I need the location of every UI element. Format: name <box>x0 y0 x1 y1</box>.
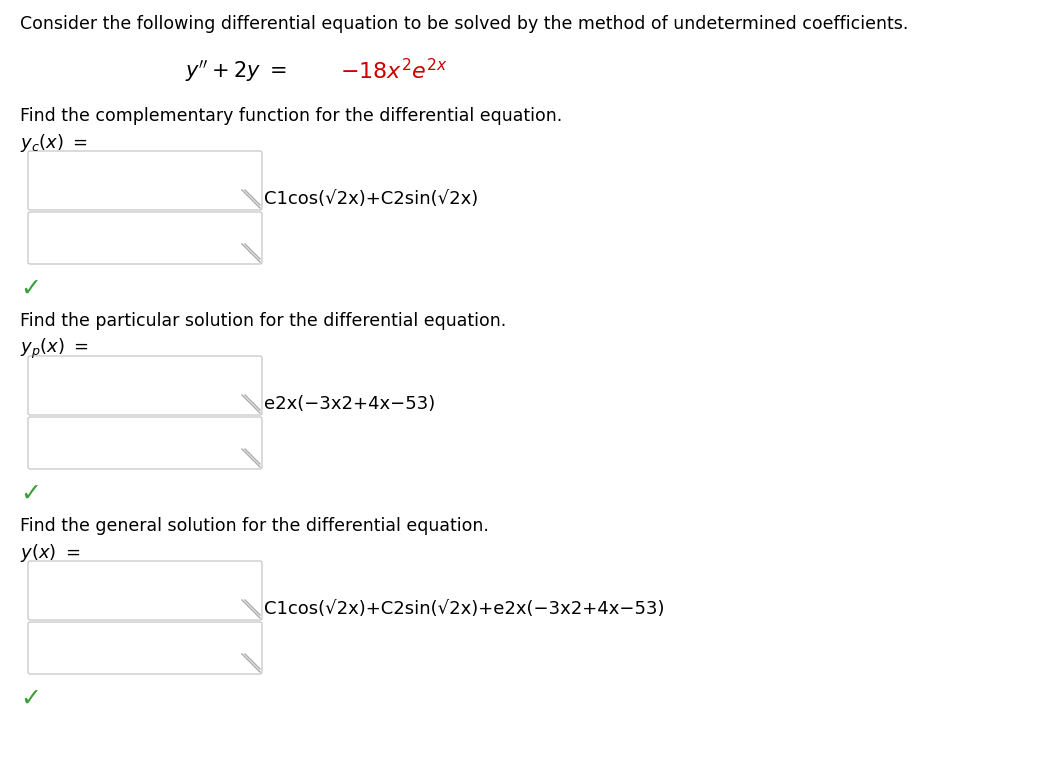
Text: $y(x)\ =$: $y(x)\ =$ <box>20 542 80 564</box>
FancyBboxPatch shape <box>28 417 262 469</box>
Text: $y_p(x)\ =$: $y_p(x)\ =$ <box>20 337 88 361</box>
Text: Find the general solution for the differential equation.: Find the general solution for the differ… <box>20 517 489 535</box>
Text: C1cos(√2x)+C2sin(√2x): C1cos(√2x)+C2sin(√2x) <box>264 190 478 208</box>
Text: Find the complementary function for the differential equation.: Find the complementary function for the … <box>20 107 562 125</box>
Text: $y'' + 2y\ =$: $y'' + 2y\ =$ <box>185 58 287 84</box>
Text: $y_c(x)\ =$: $y_c(x)\ =$ <box>20 132 87 154</box>
FancyBboxPatch shape <box>28 622 262 674</box>
Text: ✓: ✓ <box>20 482 41 506</box>
Text: ✓: ✓ <box>20 687 41 711</box>
Text: Consider the following differential equation to be solved by the method of undet: Consider the following differential equa… <box>20 15 908 33</box>
FancyBboxPatch shape <box>28 151 262 210</box>
FancyBboxPatch shape <box>28 356 262 415</box>
Text: ✓: ✓ <box>20 277 41 301</box>
Text: $-18x^2e^{2x}$: $-18x^2e^{2x}$ <box>340 58 448 83</box>
Text: C1cos(√2x)+C2sin(√2x)+e2x(−3x2+4x−53): C1cos(√2x)+C2sin(√2x)+e2x(−3x2+4x−53) <box>264 600 665 618</box>
FancyBboxPatch shape <box>28 561 262 620</box>
Text: e2x(−3x2+4x−53): e2x(−3x2+4x−53) <box>264 395 435 413</box>
FancyBboxPatch shape <box>28 212 262 264</box>
Text: Find the particular solution for the differential equation.: Find the particular solution for the dif… <box>20 312 506 330</box>
